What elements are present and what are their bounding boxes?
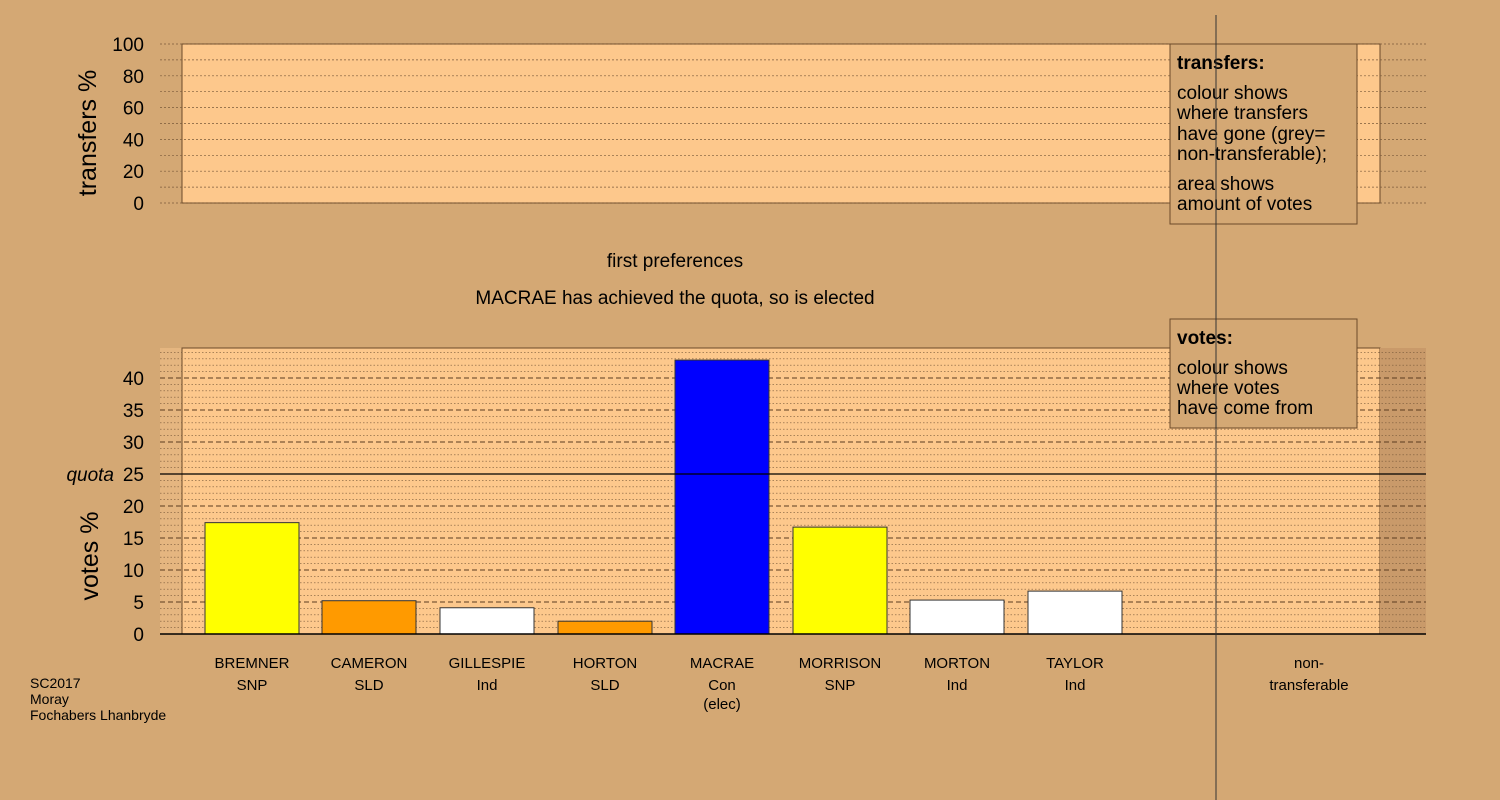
- bar-macrae: [674, 359, 770, 635]
- candidate-name: MORRISON: [799, 655, 882, 672]
- candidate-party: Con: [708, 677, 736, 694]
- transfers-y-axis-label: transfers %: [74, 70, 102, 196]
- transfers-y-tick-label: 0: [133, 194, 144, 215]
- candidate-labels: BREMNER SNP CAMERON SLD GILLESPIE Ind HORTON SL…: [214, 655, 1104, 713]
- votes-y-tick-label: 35: [123, 401, 144, 422]
- legend-votes-line-1: colour shows: [1177, 358, 1288, 379]
- transfers-gridlines: [160, 43, 1426, 204]
- votes-y-tick-label: 0: [133, 625, 144, 646]
- transfers-y-tick-label: 100: [112, 35, 144, 56]
- candidate-party: Ind: [1065, 677, 1086, 694]
- footer-ward: Fochabers Lhanbryde: [30, 707, 166, 723]
- bar-bremner: [204, 522, 300, 635]
- candidate-status: (elec): [703, 696, 741, 713]
- legend-transfers-line-3: have gone (grey=: [1177, 124, 1325, 145]
- nontransferable-label-2: transferable: [1269, 677, 1348, 694]
- votes-y-tick-label: 10: [123, 561, 144, 582]
- legend-transfers-line-4: non-transferable);: [1177, 144, 1327, 165]
- votes-bars: [204, 359, 1123, 635]
- legend-transfers-box: [1169, 43, 1358, 225]
- votes-nontransferable-band: [1380, 348, 1426, 634]
- votes-y-tick-label: 5: [133, 593, 144, 614]
- candidate-name: HORTON: [573, 655, 637, 672]
- candidate-name: MACRAE: [690, 655, 754, 672]
- transfers-y-tick-label: 20: [123, 162, 144, 183]
- candidate-party: SNP: [825, 677, 856, 694]
- stage-title: first preferences: [607, 251, 743, 272]
- candidate-party: Ind: [947, 677, 968, 694]
- legend-transfers-title: transfers:: [1177, 53, 1265, 74]
- candidate-party: SNP: [237, 677, 268, 694]
- legend-votes: votes: colour shows where votes have com…: [1169, 318, 1358, 429]
- legend-votes-box: [1169, 318, 1358, 429]
- transfers-y-tick-label: 80: [123, 67, 144, 88]
- legend-votes-line-3: have come from: [1177, 398, 1313, 419]
- bar-cameron: [321, 600, 417, 635]
- votes-y-tick-label: 20: [123, 497, 144, 518]
- candidate-name: TAYLOR: [1046, 655, 1104, 672]
- footer-election: SC2017: [30, 675, 81, 691]
- bar-horton: [557, 620, 653, 635]
- votes-y-tick-label: 30: [123, 433, 144, 454]
- votes-y-ticks: 0 5 10 15 20 25 30 35 40: [123, 369, 144, 646]
- legend-votes-title: votes:: [1177, 328, 1233, 349]
- bar-morrison: [792, 526, 888, 635]
- votes-y-axis-label: votes %: [76, 512, 104, 601]
- transfers-y-ticks: 0 20 40 60 80 100: [112, 35, 144, 215]
- quota-label: quota: [66, 465, 114, 486]
- transfers-y-tick-label: 60: [123, 99, 144, 120]
- legend-transfers-line-2: where transfers: [1176, 103, 1308, 124]
- candidate-party: Ind: [477, 677, 498, 694]
- votes-y-tick-label: 25: [123, 465, 144, 486]
- nontransferable-label-1: non-: [1294, 655, 1324, 672]
- bar-taylor: [1027, 590, 1123, 635]
- legend-transfers-line-1: colour shows: [1177, 83, 1288, 104]
- candidate-party: SLD: [354, 677, 383, 694]
- votes-y-tick-label: 40: [123, 369, 144, 390]
- candidate-name: MORTON: [924, 655, 990, 672]
- bar-morton: [909, 599, 1005, 635]
- candidate-party: SLD: [590, 677, 619, 694]
- legend-transfers-line-6: amount of votes: [1177, 194, 1312, 215]
- legend-votes-line-2: where votes: [1176, 378, 1279, 399]
- legend-transfers-line-5: area shows: [1177, 174, 1274, 195]
- votes-y-tick-label: 15: [123, 529, 144, 550]
- candidate-name: CAMERON: [331, 655, 408, 672]
- candidate-name: BREMNER: [214, 655, 289, 672]
- candidate-name: GILLESPIE: [449, 655, 526, 672]
- legend-transfers: transfers: colour shows where transfers …: [1169, 43, 1358, 225]
- status-message: MACRAE has achieved the quota, so is ele…: [475, 288, 874, 309]
- bar-gillespie: [439, 607, 535, 635]
- transfers-y-tick-label: 40: [123, 130, 144, 151]
- footer-council: Moray: [30, 691, 69, 707]
